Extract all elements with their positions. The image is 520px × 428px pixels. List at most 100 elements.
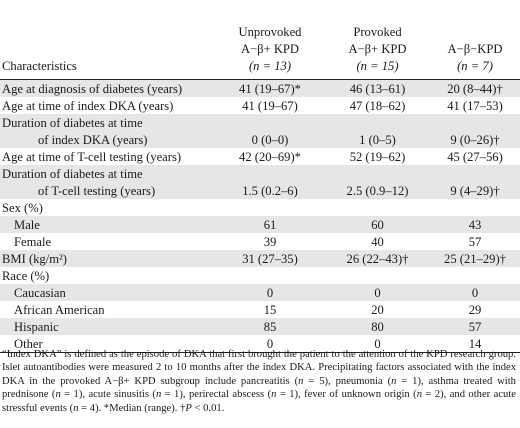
cell-provoked: 60	[325, 215, 430, 233]
cell-abneg: 0	[430, 283, 520, 301]
cell-provoked: 20	[371, 302, 384, 317]
footnote-text: = 2), and other acute stressful events (	[2, 389, 516, 414]
row-label: Race (%)	[2, 268, 50, 283]
cell-abneg: 29	[468, 302, 482, 317]
table-row: Sex (%)	[0, 199, 520, 216]
row-label: Female	[14, 234, 52, 249]
row-label: Hispanic	[0, 317, 215, 335]
table-row: Race (%)	[0, 267, 520, 284]
row-label: Duration of diabetes at time	[0, 164, 215, 182]
footnote-text: = 1), fever of unknown origin (	[276, 389, 417, 401]
table-row: Female 39 40 57	[0, 233, 520, 250]
cell-abneg: 43	[430, 215, 520, 233]
cell-abneg: 9 (4–29)†	[430, 181, 520, 199]
table-row: Duration of diabetes at time	[0, 113, 520, 131]
row-label: Duration of diabetes at time	[0, 113, 215, 131]
cell-unprovoked: 31 (27–35)	[215, 249, 325, 267]
table-row: Male 61 60 43	[0, 215, 520, 233]
row-label: Other	[0, 334, 215, 353]
cell-abneg: 57	[430, 317, 520, 335]
row-label-cont: of T-cell testing (years)	[0, 181, 215, 199]
cell-abneg: 14	[430, 334, 520, 353]
table-row: African American 15 20 29	[0, 301, 520, 318]
footnote-text: = 4). *Median (range). †	[78, 402, 186, 414]
cell-abneg: 20 (8–44)†	[430, 79, 520, 97]
cell-provoked: 0	[325, 334, 430, 353]
cell-unprovoked: 39	[263, 234, 277, 249]
cell-provoked: 1 (0–5)	[325, 130, 430, 148]
table-row: Hispanic 85 80 57	[0, 317, 520, 335]
cell-abneg: 25 (21–29)†	[430, 249, 520, 267]
header-unprovoked: Unprovoked A−β+ KPD (n = 13)	[215, 0, 325, 80]
header-provoked-line2: A−β+ KPD	[348, 41, 407, 56]
cell-provoked: 47 (18–62)	[349, 98, 406, 113]
header-unprovoked-line2: A−β+ KPD	[240, 41, 300, 56]
header-provoked-n: (n = 15)	[356, 58, 399, 73]
cell-provoked: 2.5 (0.9–12)	[325, 181, 430, 199]
row-label: Caucasian	[0, 283, 215, 301]
cell-provoked: 0	[325, 283, 430, 301]
footnote-n: n	[55, 389, 61, 401]
cell-unprovoked: 15	[263, 302, 277, 317]
table-header-row: Characteristics Unprovoked A−β+ KPD (n =…	[0, 0, 520, 80]
cell-abneg: 57	[468, 234, 482, 249]
footnote-text: = 1), acute sinusitis (	[60, 389, 156, 401]
row-label: Sex (%)	[2, 200, 43, 215]
cell-provoked: 46 (13–61)	[325, 79, 430, 97]
header-abneg-line1: A−β−KPD	[447, 41, 503, 56]
row-label: African American	[14, 302, 105, 317]
cell-unprovoked: 0	[215, 334, 325, 353]
cell-unprovoked: 1.5 (0.2–6)	[215, 181, 325, 199]
row-label: Age at diagnosis of diabetes (years)	[0, 79, 215, 97]
cell-provoked: 40	[371, 234, 384, 249]
row-label: Age at time of T-cell testing (years)	[2, 149, 182, 164]
footnote-text: = 1), asthma treated with prednisone (	[2, 375, 516, 401]
header-unprovoked-line1: Unprovoked	[238, 24, 302, 39]
row-label: Male	[0, 215, 215, 233]
header-unprovoked-n: (n = 13)	[248, 58, 292, 73]
cell-unprovoked: 42 (20–69)*	[239, 149, 301, 164]
table-footnote: “Index DKA” is defined as the episode of…	[2, 348, 516, 415]
footnote-n: n	[73, 402, 79, 414]
header-provoked-line1: Provoked	[353, 24, 402, 39]
header-abneg-n: (n = 7)	[457, 58, 493, 73]
footnote-text: = 1), perirectal abscess (	[161, 389, 272, 401]
cell-abneg: 9 (0–26)†	[430, 130, 520, 148]
table-row: Caucasian 0 0 0	[0, 283, 520, 301]
header-characteristics: Characteristics	[0, 0, 215, 80]
footnote-p: P	[185, 402, 192, 414]
header-abneg: A−β−KPD (n = 7)	[430, 0, 520, 80]
cell-unprovoked: 0	[215, 283, 325, 301]
table-row: Age at diagnosis of diabetes (years) 41 …	[0, 79, 520, 97]
cell-unprovoked: 41 (19–67)*	[215, 79, 325, 97]
table-row: of index DKA (years) 0 (0–0) 1 (0–5) 9 (…	[0, 130, 520, 148]
footnote-n: n	[155, 389, 162, 401]
characteristics-table: Characteristics Unprovoked A−β+ KPD (n =…	[0, 0, 520, 353]
cell-unprovoked: 61	[215, 215, 325, 233]
footnote-n: n	[416, 389, 422, 401]
row-label: Age at time of index DKA (years)	[2, 98, 174, 113]
footnote-n: n	[298, 375, 304, 387]
table-row: Duration of diabetes at time	[0, 164, 520, 182]
table-row: BMI (kg/m²) 31 (27–35) 26 (22–43)† 25 (2…	[0, 249, 520, 267]
header-provoked: Provoked A−β+ KPD (n = 15)	[325, 0, 430, 80]
cell-provoked: 52 (19–62)	[349, 149, 406, 164]
cell-unprovoked: 85	[215, 317, 325, 335]
footnote-n: n	[391, 375, 397, 387]
table-row: Age at time of T-cell testing (years) 42…	[0, 148, 520, 165]
footnote-n: n	[271, 389, 277, 401]
table-row: Other 0 0 14	[0, 334, 520, 353]
footnote-text: = 5), pneumonia (	[303, 375, 392, 387]
cell-abneg: 45 (27–56)	[447, 149, 503, 164]
cell-provoked: 80	[325, 317, 430, 335]
cell-unprovoked: 41 (19–67)	[242, 98, 298, 113]
row-label-cont: of index DKA (years)	[0, 130, 215, 148]
footnote-text: “Index DKA” is defined as the episode of…	[2, 349, 516, 387]
cell-provoked: 26 (22–43)†	[325, 249, 430, 267]
table-row: Age at time of index DKA (years) 41 (19–…	[0, 97, 520, 114]
cell-abneg: 41 (17–53)	[447, 98, 503, 113]
cell-unprovoked: 0 (0–0)	[215, 130, 325, 148]
row-label: BMI (kg/m²)	[0, 249, 215, 267]
table-row: of T-cell testing (years) 1.5 (0.2–6) 2.…	[0, 181, 520, 199]
